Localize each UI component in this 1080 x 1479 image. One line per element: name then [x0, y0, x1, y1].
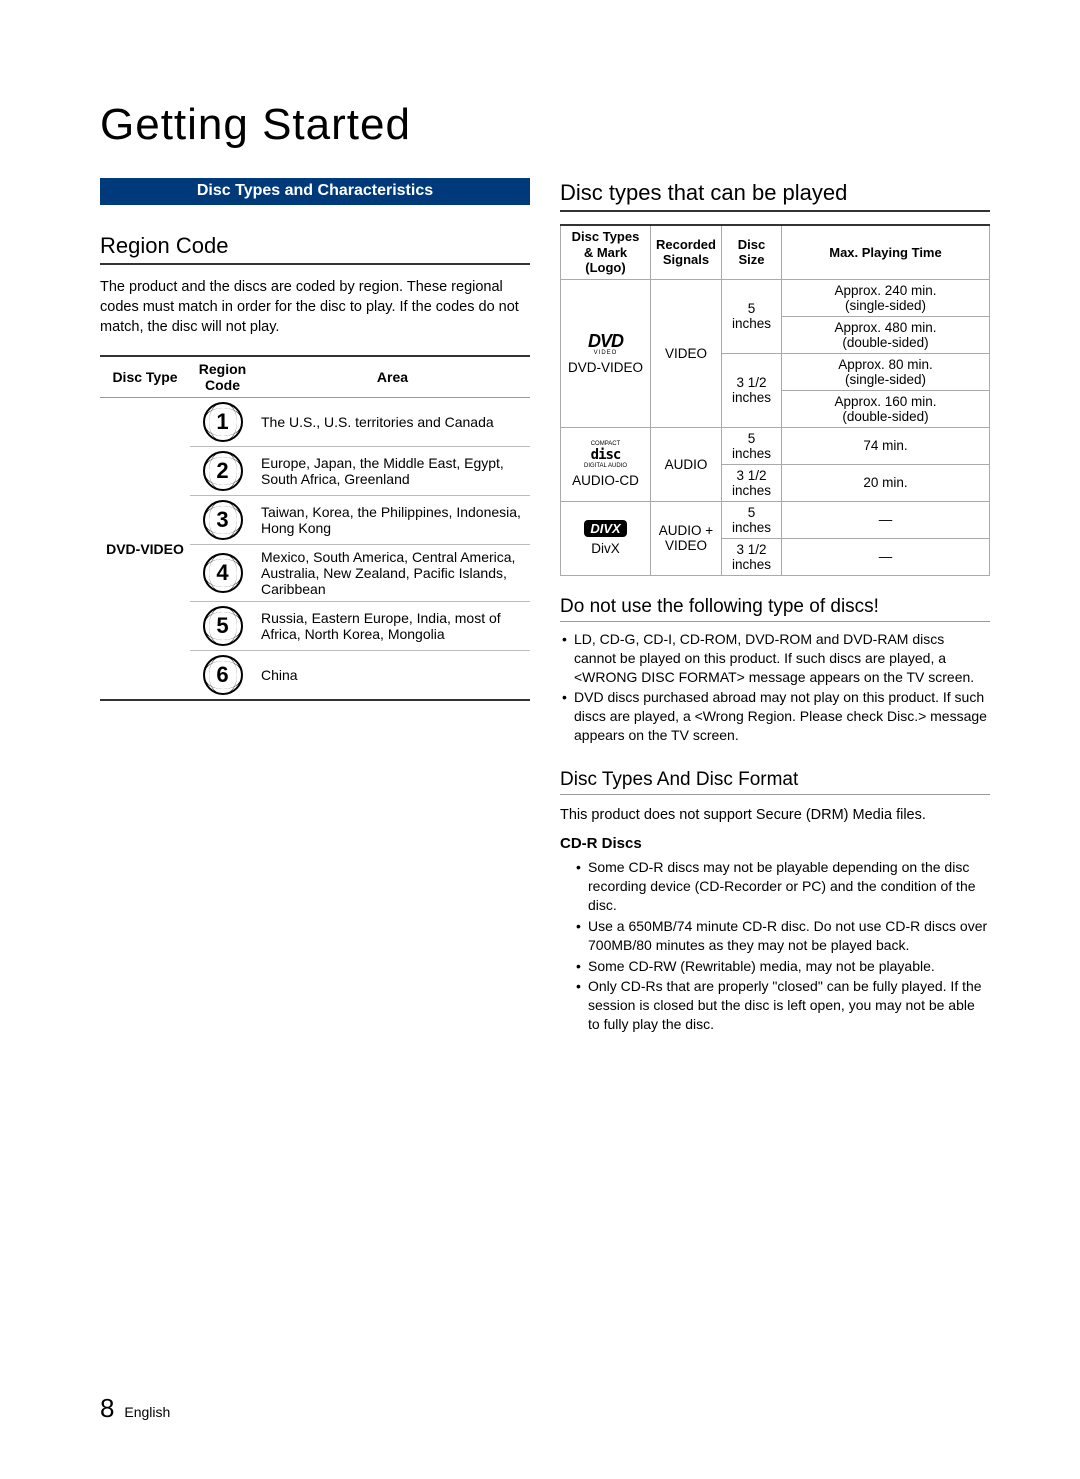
format-intro: This product does not support Secure (DR…: [560, 805, 990, 825]
region-heading: Region Code: [100, 233, 530, 259]
region-th-code: Region Code: [190, 356, 255, 398]
list-item: Only CD-Rs that are properly "closed" ca…: [560, 977, 990, 1034]
format-heading: Disc Types And Disc Format: [560, 769, 990, 791]
region-disc-type: DVD-VIDEO: [100, 398, 190, 701]
page-number: 8: [100, 1393, 114, 1423]
disc-th: Max. Playing Time: [781, 225, 989, 279]
dvd-time: Approx. 480 min.(double-sided): [781, 316, 989, 353]
right-column: Disc types that can be played Disc Types…: [560, 178, 990, 1036]
region-intro: The product and the discs are coded by r…: [100, 277, 530, 337]
region-area: Taiwan, Korea, the Philippines, Indonesi…: [255, 496, 530, 545]
cd-time: 74 min.: [781, 427, 989, 464]
disc-th: Recorded Signals: [651, 225, 722, 279]
cd-label: AUDIO-CD: [566, 473, 645, 488]
region-area: Europe, Japan, the Middle East, Egypt, S…: [255, 447, 530, 496]
donot-list: LD, CD-G, CD-I, CD-ROM, DVD-ROM and DVD-…: [560, 630, 990, 745]
page-footer: 8 English: [100, 1393, 170, 1424]
cd-logo-cell: COMPACT disc DIGITAL AUDIO AUDIO-CD: [561, 427, 651, 501]
region-code-icon: 6: [203, 655, 243, 695]
section-banner: Disc Types and Characteristics: [100, 178, 530, 205]
page-title: Getting Started: [100, 100, 990, 150]
divx-time: —: [781, 501, 989, 538]
cd-size: 3 1/2 inches: [721, 464, 781, 501]
region-area: Russia, Eastern Europe, India, most of A…: [255, 602, 530, 651]
cd-size: 5 inches: [721, 427, 781, 464]
dvd-size: 5 inches: [721, 279, 781, 353]
divx-signal: AUDIO + VIDEO: [651, 501, 722, 575]
divx-size: 5 inches: [721, 501, 781, 538]
cd-time: 20 min.: [781, 464, 989, 501]
list-item: LD, CD-G, CD-I, CD-ROM, DVD-ROM and DVD-…: [560, 630, 990, 687]
dvd-logo: DVD: [566, 331, 645, 352]
disc-th: Disc Types & Mark (Logo): [561, 225, 651, 279]
region-th-type: Disc Type: [100, 356, 190, 398]
left-column: Disc Types and Characteristics Region Co…: [100, 178, 530, 1036]
disc-th: Disc Size: [721, 225, 781, 279]
region-th-area: Area: [255, 356, 530, 398]
region-code-icon: 2: [203, 451, 243, 491]
dvd-time: Approx. 160 min.(double-sided): [781, 390, 989, 427]
donot-heading: Do not use the following type of discs!: [560, 596, 990, 618]
list-item: Some CD-RW (Rewritable) media, may not b…: [560, 957, 990, 976]
cdr-heading: CD-R Discs: [560, 835, 990, 852]
dvd-size: 3 1/2 inches: [721, 353, 781, 427]
region-code-icon: 4: [203, 553, 243, 593]
cdr-list: Some CD-R discs may not be playable depe…: [560, 858, 990, 1034]
region-area: China: [255, 651, 530, 701]
page-language: English: [124, 1404, 170, 1420]
dvd-time: Approx. 240 min.(single-sided): [781, 279, 989, 316]
region-table: Disc Type Region Code Area DVD-VIDEO 1 T…: [100, 355, 530, 701]
region-code-icon: 3: [203, 500, 243, 540]
dvd-signal: VIDEO: [651, 279, 722, 427]
divx-badge: DIVX: [584, 520, 626, 537]
dvd-time: Approx. 80 min.(single-sided): [781, 353, 989, 390]
divx-time: —: [781, 538, 989, 575]
dvd-logo-sub: VIDEO: [566, 350, 645, 356]
divx-size: 3 1/2 inches: [721, 538, 781, 575]
divx-logo-cell: DIVX DivX: [561, 501, 651, 575]
region-area: Mexico, South America, Central America, …: [255, 545, 530, 602]
divx-label: DivX: [566, 541, 645, 556]
dvd-label: DVD-VIDEO: [566, 360, 645, 375]
playable-heading: Disc types that can be played: [560, 180, 990, 206]
list-item: Some CD-R discs may not be playable depe…: [560, 858, 990, 915]
disc-table: Disc Types & Mark (Logo) Recorded Signal…: [560, 224, 990, 576]
list-item: DVD discs purchased abroad may not play …: [560, 688, 990, 745]
cd-signal: AUDIO: [651, 427, 722, 501]
region-code-icon: 1: [203, 402, 243, 442]
list-item: Use a 650MB/74 minute CD-R disc. Do not …: [560, 917, 990, 955]
region-code-icon: 5: [203, 606, 243, 646]
dvd-logo-cell: DVD VIDEO DVD-VIDEO: [561, 279, 651, 427]
region-area: The U.S., U.S. territories and Canada: [255, 398, 530, 447]
